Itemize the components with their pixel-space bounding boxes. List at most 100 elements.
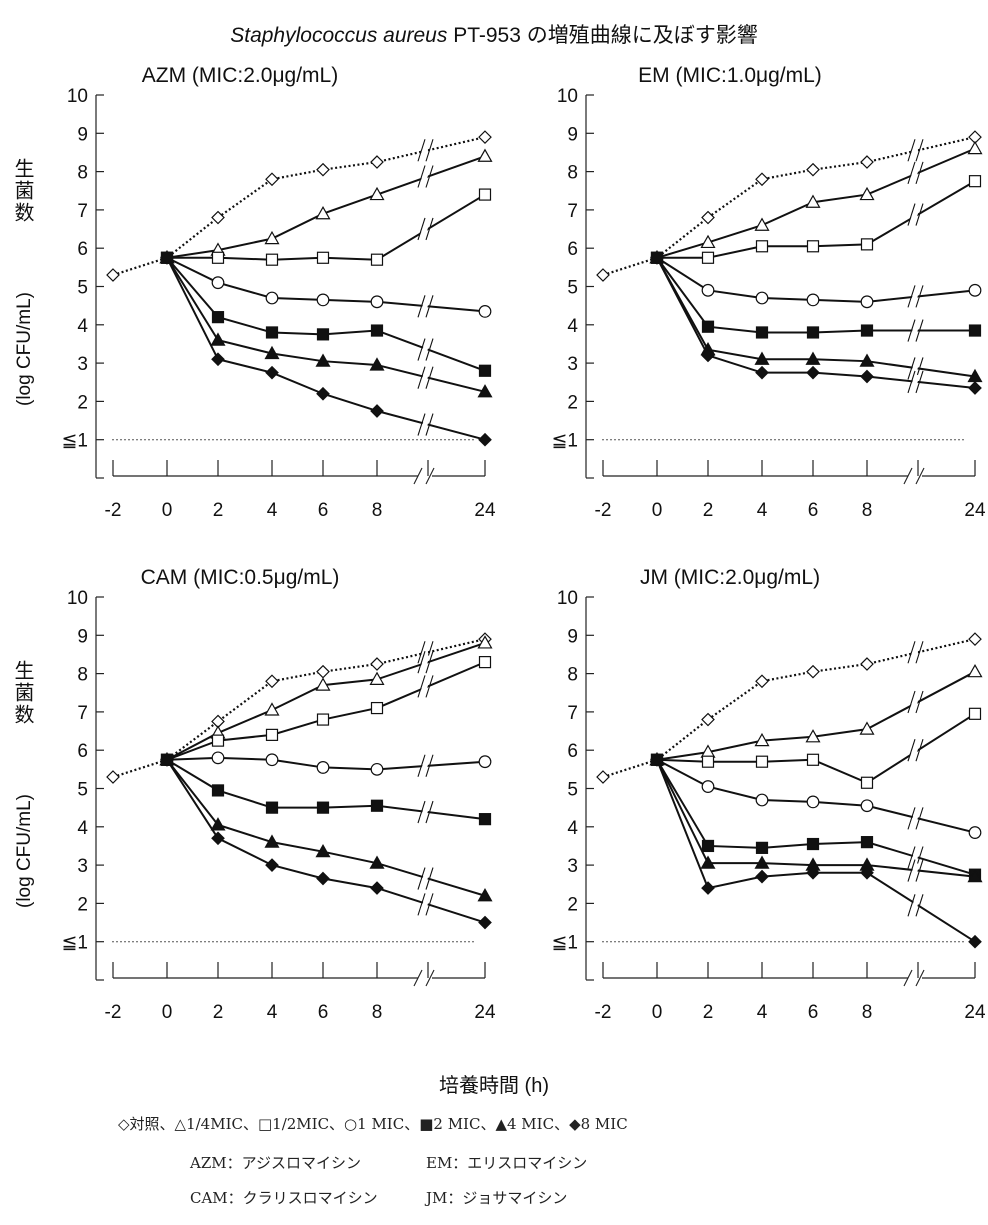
series-break-gap — [910, 374, 920, 390]
data-point — [700, 234, 716, 249]
data-point — [596, 770, 610, 784]
data-point — [265, 674, 279, 689]
data-point — [315, 843, 331, 858]
series-break-gap — [420, 804, 430, 820]
series-break-mark — [425, 217, 434, 241]
series-line-6 — [656, 759, 976, 943]
y-tick-label: 8 — [77, 665, 88, 686]
series-line-4 — [656, 759, 976, 876]
data-point — [160, 752, 174, 767]
data-point — [478, 915, 492, 930]
data-point — [478, 188, 492, 201]
y-tick-label: 7 — [567, 201, 578, 222]
series-break-mark — [915, 739, 924, 762]
data-point — [265, 728, 279, 741]
data-point — [265, 172, 279, 187]
y-axis-title-line1: 生菌数 — [11, 660, 34, 726]
x-tick-label: 24 — [474, 500, 496, 521]
y-tick-label: ≦1 — [62, 933, 89, 954]
y-tick-label: 3 — [567, 354, 578, 375]
data-point — [650, 752, 664, 767]
data-point — [264, 702, 280, 716]
series-break-mark — [907, 357, 916, 380]
y-tick-label: 3 — [77, 354, 88, 375]
x-tick-label: 2 — [703, 1002, 714, 1023]
data-point — [860, 295, 874, 309]
series-break-mark — [915, 690, 924, 714]
y-tick-label: 10 — [557, 588, 578, 609]
data-point — [106, 268, 120, 282]
y-tick-label: 6 — [77, 741, 88, 762]
data-point — [755, 365, 769, 380]
series-line-2 — [167, 193, 486, 261]
data-point — [968, 632, 982, 646]
data-point — [700, 855, 716, 869]
series-break-mark — [907, 846, 916, 869]
series-break-mark — [425, 675, 434, 698]
data-point — [370, 253, 384, 266]
data-point — [315, 206, 331, 220]
series-line-5 — [656, 257, 976, 378]
series-break-gap — [910, 322, 920, 339]
data-point — [369, 855, 385, 869]
data-point — [370, 701, 384, 715]
y-tick-label: 6 — [567, 239, 578, 260]
data-point — [860, 238, 874, 251]
series-break-mark — [907, 859, 916, 882]
x-tick-label: 0 — [652, 500, 663, 521]
data-point — [316, 801, 330, 814]
data-point — [859, 353, 875, 367]
x-tick-label: 6 — [318, 1002, 329, 1023]
data-point — [370, 155, 384, 169]
series-break-mark — [907, 641, 916, 664]
series-break-gap — [910, 644, 920, 661]
series-break-gap — [910, 742, 920, 759]
data-point — [264, 834, 280, 848]
series-break-gap — [910, 360, 920, 377]
series-break-mark — [417, 754, 426, 777]
series-break-mark — [915, 641, 924, 664]
series-break-mark — [907, 319, 916, 342]
series-break-gap — [420, 870, 430, 887]
x-axis-break-mark — [425, 969, 435, 987]
y-tick-label: 8 — [567, 163, 578, 184]
series-break-mark — [915, 370, 924, 394]
series-line-1 — [656, 670, 976, 761]
chart-panel-3: CAM (MIC:0.5μg/mL) 10 9 8 7 6 5 4 3 2 ≦1 生菌数 (log CF… — [11, 566, 496, 1023]
data-point — [968, 324, 982, 337]
data-point — [478, 304, 492, 318]
series-break-mark — [425, 139, 434, 162]
series-break-mark — [417, 338, 426, 361]
data-point — [755, 793, 769, 807]
data-point — [701, 348, 715, 363]
data-point — [264, 230, 280, 245]
abbr-em: EM：エリスロマイシン — [426, 1154, 588, 1172]
data-point — [211, 831, 225, 846]
y-tick-label: 2 — [567, 392, 578, 413]
data-point — [370, 324, 384, 337]
data-point — [370, 404, 384, 418]
x-tick-label: -2 — [595, 500, 612, 521]
x-tick-label: 2 — [213, 500, 224, 521]
y-tick-label: 8 — [567, 665, 578, 686]
series-break-mark — [915, 319, 924, 342]
chart-title: CAM (MIC:0.5μg/mL) — [141, 566, 340, 589]
data-point — [806, 837, 820, 851]
y-tick-label: 7 — [567, 703, 578, 724]
data-point — [369, 671, 385, 685]
data-point — [265, 365, 279, 380]
series-break-mark — [915, 203, 924, 226]
series-break-gap — [420, 168, 430, 185]
marker-legend: ◇対照、△1/4MIC、□1/2MIC、○1 MIC、■2 MIC、▲4 MIC… — [118, 1115, 628, 1133]
series-line-4 — [166, 758, 486, 821]
data-point — [859, 721, 875, 735]
data-point — [316, 162, 330, 177]
chart-title: AZM (MIC:2.0μg/mL) — [142, 64, 338, 87]
y-tick-label: 10 — [67, 86, 88, 107]
data-point — [701, 839, 715, 853]
series-break-mark — [425, 338, 434, 361]
data-point — [650, 250, 664, 265]
y-axis-title-line2: (log CFU/mL) — [14, 292, 35, 406]
series-break-gap — [420, 221, 430, 237]
